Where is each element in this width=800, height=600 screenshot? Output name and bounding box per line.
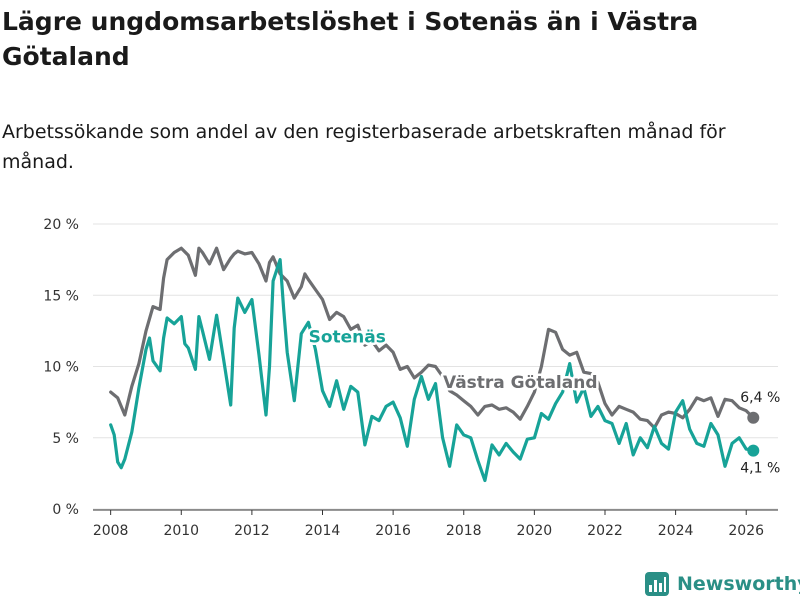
chart-title: Lägre ungdomsarbetslöshet i Sotenäs än i…: [2, 7, 699, 71]
brand-logo[interactable]: Newsworthy: [645, 569, 800, 599]
x-tick-label: 2018: [446, 523, 482, 539]
y-tick-label: 0 %: [52, 502, 79, 518]
series-annotation: Sotenäs: [309, 327, 386, 347]
series-endpoint: [747, 411, 760, 424]
labels: 6,4 % 4,1 % Sotenäs Västra Götaland: [306, 325, 780, 477]
y-tick-label: 20 %: [43, 217, 79, 233]
y-tick-label: 10 %: [43, 360, 79, 376]
x-tick-label: 2022: [587, 523, 623, 539]
x-tick-label: 2016: [375, 523, 411, 539]
x-tick-label: 2012: [234, 523, 270, 539]
x-tick-label: 2020: [517, 523, 553, 539]
x-tick-label: 2010: [163, 523, 199, 539]
brand-name: Newsworthy: [677, 573, 800, 595]
y-tick-label: 15 %: [43, 288, 79, 304]
chart-subtitle: Arbetssökande som andel av den registerb…: [2, 121, 726, 173]
end-value-label: 4,1 %: [740, 461, 780, 477]
series-annotation: Västra Götaland: [443, 373, 598, 393]
bar-chart-icon: [645, 572, 669, 596]
series-endpoint: [747, 444, 760, 457]
series-lines: [109, 246, 760, 483]
axes: 0 % 5 % 10 % 15 % 20 % 2008 2010 2012 2014 2016 20…: [43, 217, 778, 539]
x-tick-label: 2024: [658, 523, 694, 539]
x-tick-label: 2026: [728, 523, 764, 539]
x-tick-label: 2008: [93, 523, 129, 539]
end-value-label: 6,4 %: [740, 390, 780, 406]
series-line-vastra-gotaland: [109, 246, 755, 430]
y-tick-label: 5 %: [52, 431, 79, 447]
series-line-sotenas: [109, 258, 755, 483]
x-tick-label: 2014: [305, 523, 341, 539]
